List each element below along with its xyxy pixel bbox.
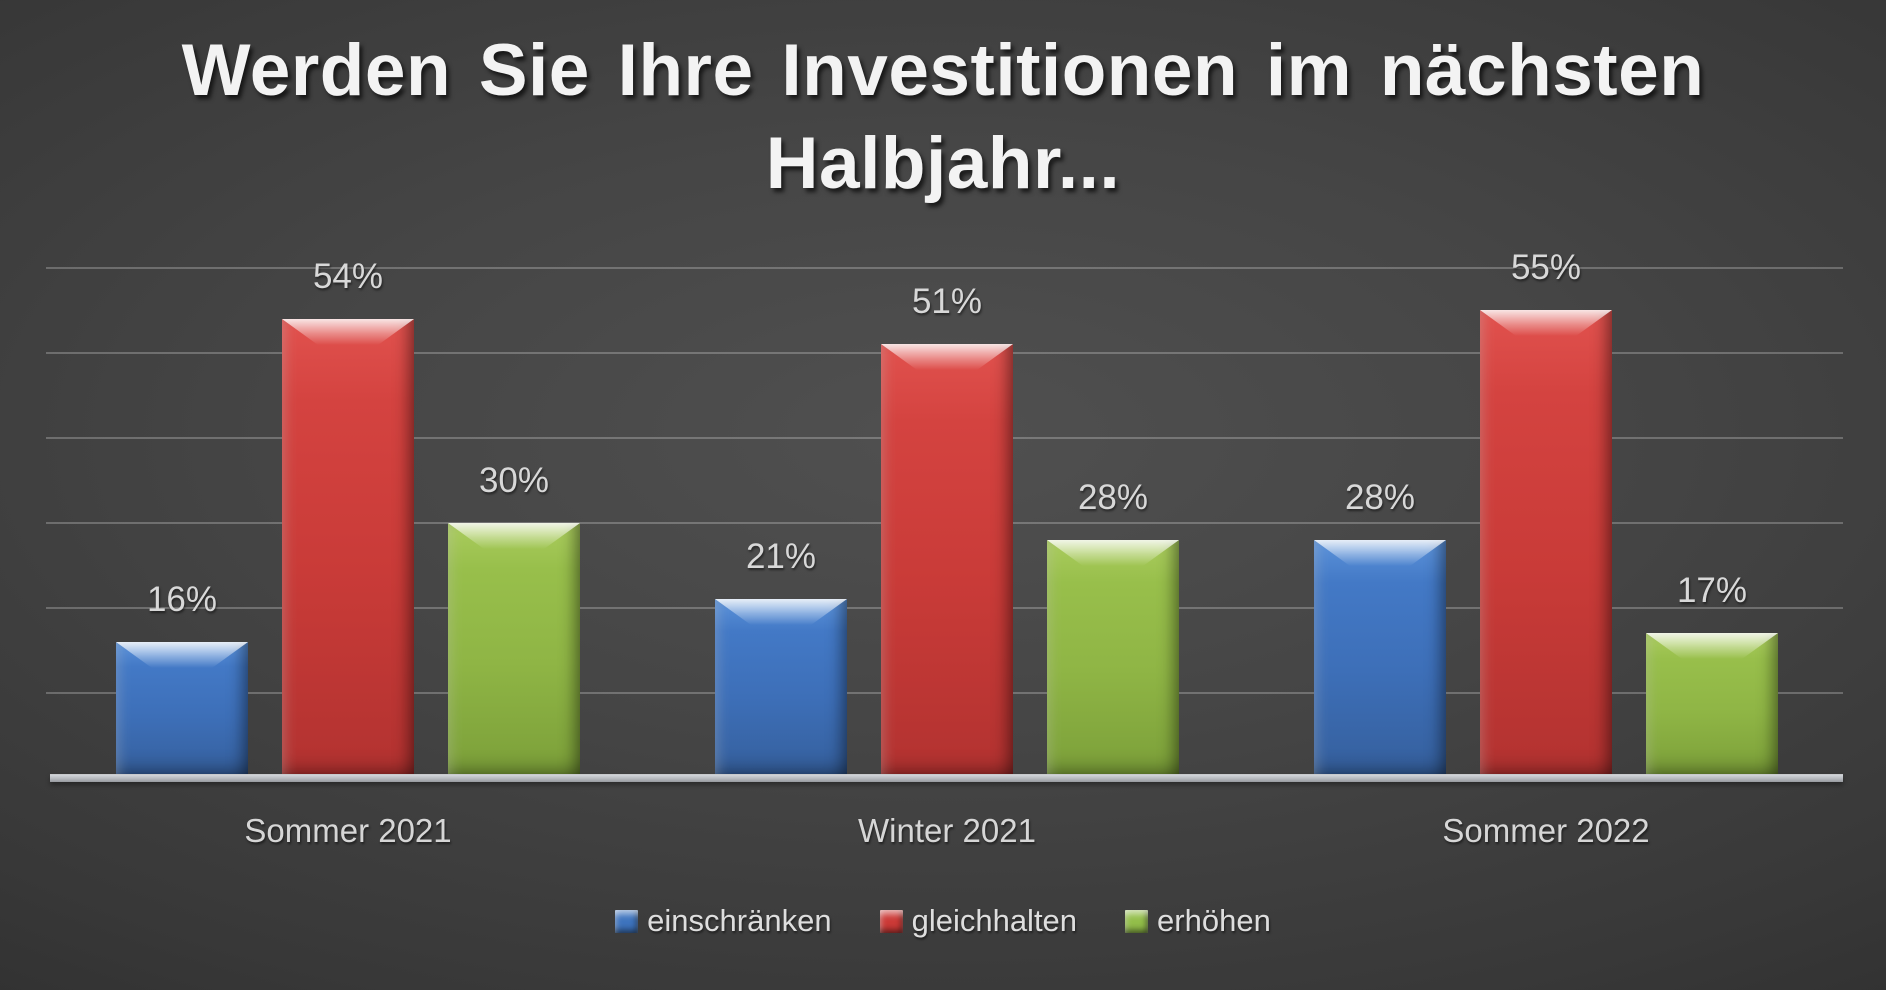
chart-title-line1: Werden Sie Ihre Investitionen im nächste… <box>181 30 1705 111</box>
gridline-60 <box>46 267 1843 269</box>
value-label-einschraenken-sommer-2021: 16% <box>146 580 218 619</box>
legend: einschränken gleichhalten erhöhen <box>0 903 1886 939</box>
legend-label: gleichhalten <box>911 903 1078 938</box>
bar-erhoehen-sommer-2022 <box>1646 633 1778 778</box>
value-label-erhoehen-sommer-2021: 30% <box>478 461 550 500</box>
bar-gleichhalten-sommer-2021 <box>282 319 414 778</box>
bar-einschraenken-sommer-2022 <box>1314 540 1446 778</box>
category-label-sommer-2022: Sommer 2022 <box>1442 812 1650 849</box>
bar-gleichhalten-winter-2021 <box>881 344 1013 778</box>
category-label-sommer-2021: Sommer 2021 <box>244 812 452 849</box>
legend-marker-icon <box>879 909 903 933</box>
legend-label: einschränken <box>647 903 832 938</box>
value-label-einschraenken-sommer-2022: 28% <box>1344 478 1416 517</box>
legend-item-erhoehen: erhöhen <box>1125 903 1271 939</box>
legend-item-einschraenken: einschränken <box>615 903 832 939</box>
chart-title: Werden Sie Ihre Investitionen im nächste… <box>0 24 1886 211</box>
category-label-winter-2021: Winter 2021 <box>858 812 1036 849</box>
legend-label: erhöhen <box>1157 903 1271 938</box>
value-label-einschraenken-winter-2021: 21% <box>745 537 817 576</box>
legend-item-gleichhalten: gleichhalten <box>879 903 1078 939</box>
value-label-erhoehen-winter-2021: 28% <box>1077 478 1149 517</box>
value-label-erhoehen-sommer-2022: 17% <box>1676 571 1748 610</box>
chart-title-line2: Halbjahr... <box>765 123 1121 205</box>
legend-marker-icon <box>1125 909 1149 933</box>
bar-gleichhalten-sommer-2022 <box>1480 310 1612 778</box>
bar-einschraenken-winter-2021 <box>715 599 847 778</box>
x-axis-line <box>50 774 1843 782</box>
value-label-gleichhalten-sommer-2022: 55% <box>1510 248 1582 287</box>
value-label-gleichhalten-sommer-2021: 54% <box>312 257 384 296</box>
bar-erhoehen-winter-2021 <box>1047 540 1179 778</box>
bar-einschraenken-sommer-2021 <box>116 642 248 778</box>
value-label-gleichhalten-winter-2021: 51% <box>911 282 983 321</box>
bar-erhoehen-sommer-2021 <box>448 523 580 778</box>
legend-marker-icon <box>615 909 639 933</box>
